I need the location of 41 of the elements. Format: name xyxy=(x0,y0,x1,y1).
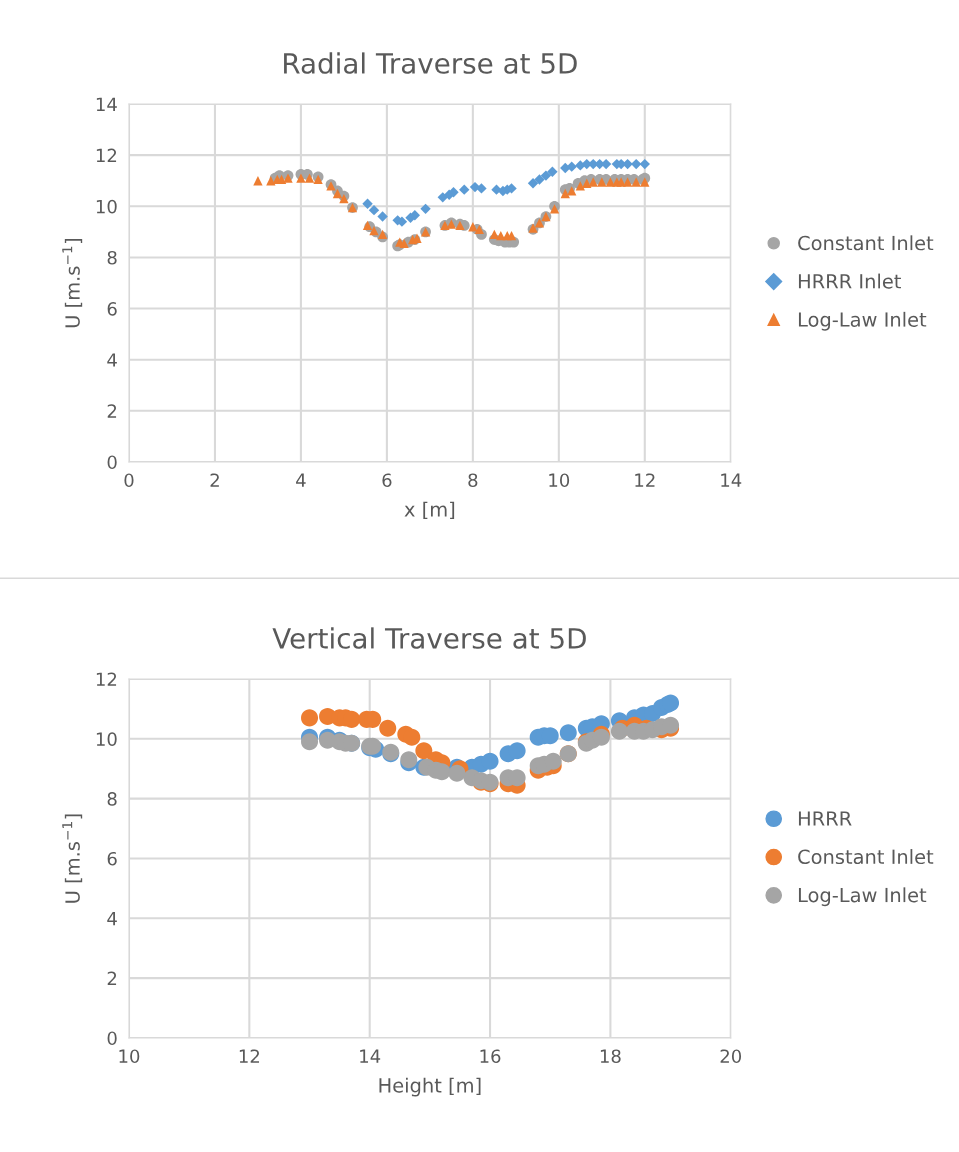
x-tick-label: 10 xyxy=(549,473,570,488)
y-axis-title: U [m.s$^{−1}$] xyxy=(62,814,83,903)
legend-label: HRRR xyxy=(798,811,852,826)
x-tick-label: 12 xyxy=(635,473,655,487)
y-tick-label: 10 xyxy=(96,732,117,746)
x-tick-label: 4 xyxy=(296,473,306,487)
x-tick-label: 16 xyxy=(480,1049,501,1064)
y-tick-label: 6 xyxy=(107,851,117,866)
x-axis-title: x [m] xyxy=(404,501,455,519)
y-tick-label: 8 xyxy=(107,250,117,265)
y-tick-label: 4 xyxy=(107,911,117,926)
y-tick-label: 12 xyxy=(96,148,117,163)
legend-label: Log-Law Inlet xyxy=(798,887,927,907)
x-axis-title: Height [m] xyxy=(379,1077,481,1097)
y-tick-label: 4 xyxy=(107,353,117,367)
legend-label: Constant Inlet xyxy=(798,849,934,865)
x-tick-label: 0 xyxy=(124,473,134,488)
y-axis-title: U [m.s$^{−1}$] xyxy=(62,238,83,328)
y-tick-label: 8 xyxy=(107,792,117,806)
x-tick-label: 20 xyxy=(720,1049,742,1064)
y-tick-label: 10 xyxy=(96,199,117,214)
legend-label: Log-Law Inlet xyxy=(798,311,927,331)
y-tick-label: 2 xyxy=(107,404,117,418)
chart-title: Vertical Traverse at 5D xyxy=(272,627,586,649)
y-tick-label: 6 xyxy=(107,302,117,316)
y-tick-label: 0 xyxy=(107,1031,117,1046)
x-tick-label: 6 xyxy=(382,473,392,488)
x-tick-label: 12 xyxy=(239,1049,260,1063)
x-tick-label: 10 xyxy=(119,1049,140,1064)
chart-title: Radial Traverse at 5D xyxy=(284,52,577,74)
x-tick-label: 14 xyxy=(360,1049,381,1063)
y-tick-label: 14 xyxy=(96,97,117,111)
legend-label: HRRR Inlet xyxy=(798,273,901,289)
y-tick-label: 0 xyxy=(107,455,117,470)
y-tick-label: 2 xyxy=(107,971,117,985)
x-tick-label: 18 xyxy=(600,1049,621,1064)
y-tick-label: 12 xyxy=(96,672,117,686)
x-tick-label: 8 xyxy=(468,473,478,488)
x-tick-label: 2 xyxy=(210,473,219,487)
x-tick-label: 14 xyxy=(721,473,742,487)
legend-label: Constant Inlet xyxy=(798,235,934,251)
